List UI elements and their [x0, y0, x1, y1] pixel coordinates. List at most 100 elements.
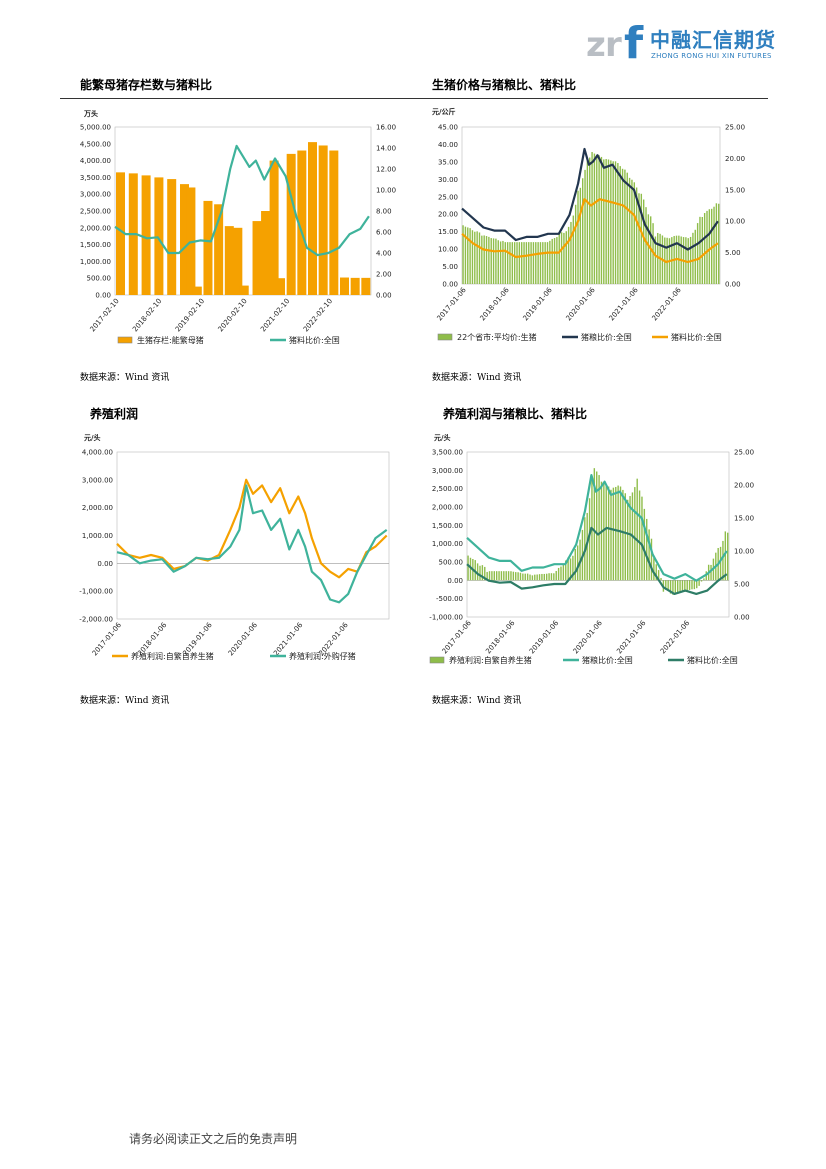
bar [560, 566, 562, 581]
bar [674, 580, 677, 595]
bar [655, 564, 657, 581]
bar [524, 573, 526, 581]
series-line [461, 198, 719, 264]
bar [252, 221, 262, 295]
bar [462, 225, 464, 284]
bar [535, 242, 537, 284]
bar [532, 242, 535, 284]
bar [603, 482, 605, 581]
bar [525, 242, 528, 284]
bar [619, 166, 621, 284]
bar [567, 557, 569, 581]
bar [574, 204, 577, 284]
x-tick-label: 2020-02-10 [217, 297, 249, 333]
bar [607, 159, 610, 284]
bar [694, 229, 696, 284]
x-tick-label: 2017-02-10 [89, 297, 121, 333]
bar [686, 580, 688, 591]
bar [523, 242, 525, 284]
bar [650, 538, 653, 581]
bar [635, 187, 638, 284]
bar [699, 216, 701, 284]
y-tick-label: 0.00 [442, 281, 458, 289]
x-tick-label: 2021-01-06 [615, 619, 648, 656]
y-tick-label: 5.00 [442, 263, 458, 271]
y2-tick-label: 4.00 [376, 250, 392, 258]
y2-tick-label: 10.00 [734, 548, 754, 556]
bar [233, 227, 243, 295]
bar [576, 545, 579, 581]
legend-label: 猪粮比价:全国 [582, 655, 633, 665]
bar [529, 574, 531, 581]
bar [141, 175, 151, 295]
bar [467, 555, 469, 581]
bar [708, 209, 711, 284]
bar [577, 190, 579, 284]
bar [696, 223, 699, 284]
x-tick-label: 2022-02-10 [302, 297, 334, 333]
y-tick-label: -1,000.00 [79, 588, 113, 596]
bar [700, 580, 703, 582]
bar [605, 159, 607, 284]
y-tick-label: 30.00 [438, 176, 458, 184]
bar [642, 199, 645, 284]
source-note: 数据来源：Wind 资讯 [80, 373, 170, 383]
bar [286, 153, 296, 295]
bar [681, 580, 684, 592]
y-tick-label: 3,000.00 [82, 476, 113, 484]
x-tick-label: 2019-01-06 [522, 286, 555, 323]
bar [488, 236, 490, 284]
y-tick-label: -500.00 [436, 595, 463, 603]
bar [628, 177, 631, 284]
bar [624, 493, 626, 581]
bar [239, 285, 249, 295]
bar [517, 572, 519, 581]
bar [512, 571, 515, 581]
x-tick-label: 2017-01-06 [91, 621, 124, 658]
y-tick-label: 4,000.00 [80, 157, 111, 165]
bar [510, 571, 512, 581]
bar [645, 207, 647, 284]
bar [593, 153, 596, 284]
y-tick-label: 40.00 [438, 141, 458, 149]
bar [511, 242, 514, 284]
bar [676, 580, 679, 594]
bar [495, 238, 497, 284]
bar [660, 578, 662, 581]
y2-tick-label: 6.00 [376, 229, 392, 237]
bar [154, 177, 164, 295]
y2-tick-label: 0.00 [376, 292, 392, 300]
bar [646, 518, 648, 581]
bar [567, 226, 570, 284]
bar [612, 487, 615, 581]
bar [478, 232, 481, 284]
bar [719, 546, 722, 581]
bar [598, 475, 600, 581]
chart-title: 能繁母猪存栏数与猪料比 [80, 78, 213, 92]
x-tick-label: 2018-02-10 [131, 297, 163, 333]
bar [469, 557, 472, 581]
bar [596, 471, 598, 581]
bar [581, 178, 584, 284]
bar [116, 172, 125, 295]
bar [667, 580, 669, 592]
bar [361, 277, 371, 295]
bar [538, 574, 541, 581]
bar [543, 573, 546, 581]
bar [640, 193, 643, 284]
bar [550, 573, 553, 581]
legend-label: 猪料比价:全国 [687, 655, 738, 665]
bar [493, 571, 495, 581]
bar [481, 565, 484, 581]
bar [710, 564, 712, 581]
y-tick-label: 0.00 [97, 560, 113, 568]
bar [631, 179, 633, 284]
y-tick-label: 25.00 [438, 193, 458, 201]
bar [531, 575, 534, 581]
y2-tick-label: 20.00 [725, 155, 745, 163]
plot-area [461, 126, 721, 285]
legend-label: 猪料比价:全国 [671, 332, 722, 342]
bar [634, 487, 636, 581]
y-tick-label: 45.00 [438, 124, 458, 132]
y2-tick-label: 5.00 [734, 581, 750, 589]
